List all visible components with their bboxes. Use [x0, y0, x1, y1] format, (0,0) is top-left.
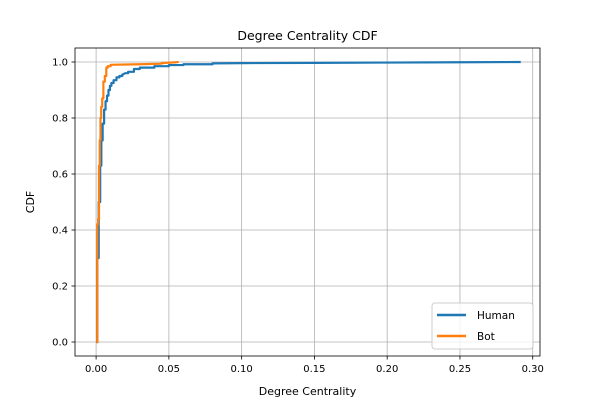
x-tick-label: 0.30: [522, 364, 544, 375]
y-tick-label: 0.6: [52, 170, 68, 181]
legend-label-bot: Bot: [477, 331, 495, 343]
legend-label-human: Human: [477, 310, 515, 322]
series-line-human: [96, 60, 521, 344]
x-tick-label: 0.20: [376, 364, 398, 375]
y-tick-label: 1.0: [52, 58, 68, 69]
y-tick-label: 0.4: [52, 226, 68, 237]
chart-title: Degree Centrality CDF: [237, 28, 377, 43]
x-axis-label: Degree Centrality: [259, 385, 357, 398]
y-axis-label: CDF: [24, 191, 37, 213]
x-tick-label: 0.10: [231, 364, 253, 375]
series-layer: [96, 60, 521, 344]
x-tick-label: 0.25: [449, 364, 471, 375]
plot-frame: [74, 47, 541, 357]
series-line-bot: [96, 60, 179, 344]
legend: Human Bot: [431, 302, 534, 350]
y-tick-label: 0.8: [52, 114, 68, 125]
tick-layer: 0.00 0.05 0.10 0.15 0.20 0.25 0.30 0.0 0.2 0.4 0.6…: [52, 58, 544, 376]
x-tick-label: 0.00: [85, 364, 107, 375]
y-tick-label: 0.2: [52, 282, 68, 293]
x-tick-label: 0.05: [158, 364, 180, 375]
y-tick-label: 0.0: [52, 338, 68, 349]
x-tick-label: 0.15: [303, 364, 325, 375]
